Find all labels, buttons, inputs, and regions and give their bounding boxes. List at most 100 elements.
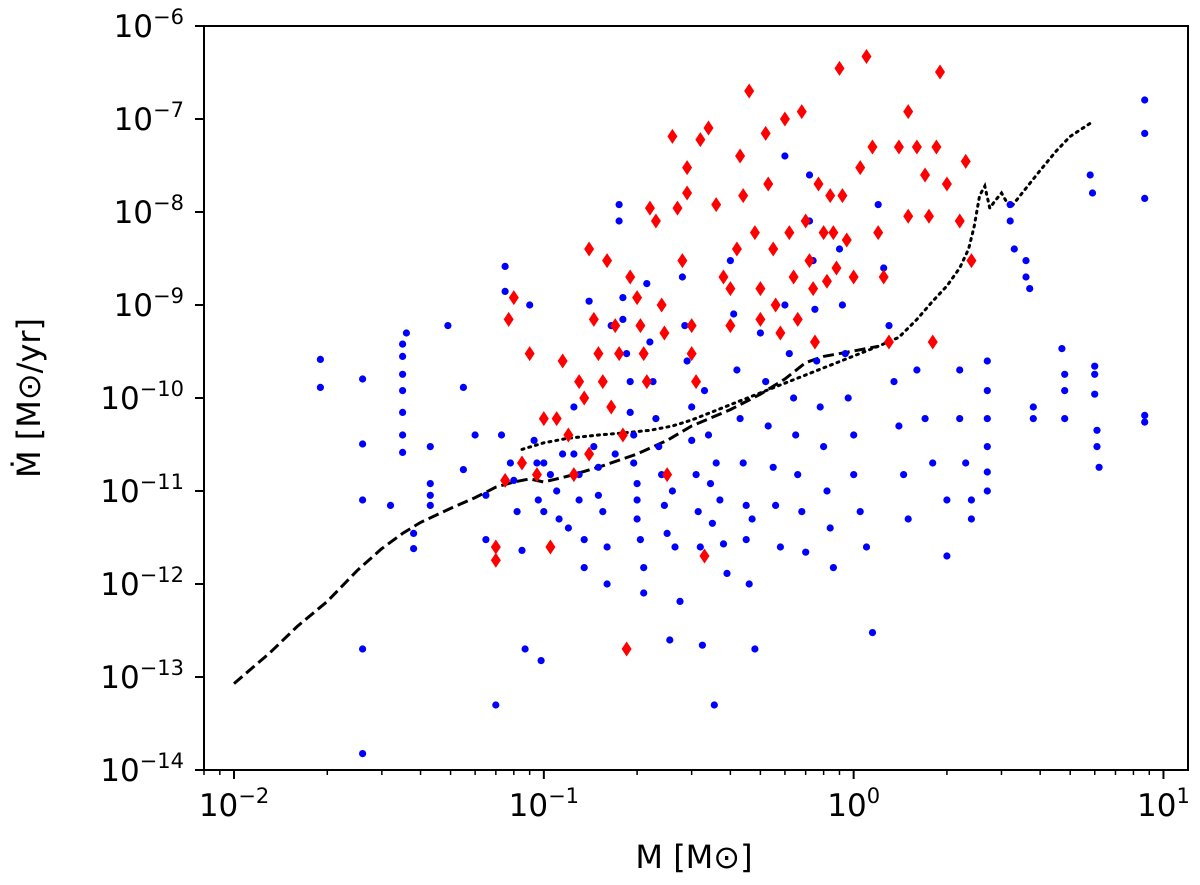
blue-point-83 <box>655 443 663 451</box>
red-diamond-65 <box>784 225 795 241</box>
blue-point-153 <box>874 201 882 209</box>
blue-point-139 <box>816 403 824 411</box>
blue-point-176 <box>1006 201 1014 209</box>
red-diamond-2 <box>500 472 511 488</box>
blue-point-72 <box>630 459 638 467</box>
blue-point-30 <box>492 701 500 709</box>
y-tick-label-5: 10−9 <box>114 284 184 324</box>
blue-point-79 <box>643 280 651 288</box>
blue-point-159 <box>904 515 912 523</box>
red-diamond-30 <box>638 346 649 362</box>
blue-point-55 <box>585 297 593 305</box>
blue-point-149 <box>850 471 858 479</box>
blue-point-89 <box>671 543 679 551</box>
blue-point-29 <box>501 287 509 295</box>
red-diamond-19 <box>593 346 604 362</box>
blue-point-11 <box>399 408 407 416</box>
blue-point-121 <box>762 378 770 386</box>
red-diamond-59 <box>760 125 771 141</box>
blue-point-167 <box>962 459 970 467</box>
red-diamond-7 <box>531 467 542 483</box>
y-tick-label-4: 10−10 <box>100 377 184 417</box>
y-tick-label-0: 10−14 <box>100 749 184 789</box>
red-diamond-56 <box>749 225 760 241</box>
blue-point-15 <box>386 501 395 509</box>
red-diamond-24 <box>614 346 625 362</box>
red-diamond-97 <box>935 64 946 80</box>
red-diamond-13 <box>568 467 579 483</box>
blue-point-130 <box>792 431 800 439</box>
red-diamond-86 <box>873 225 884 241</box>
blue-point-33 <box>510 476 518 484</box>
x-tick-label-1: 10−1 <box>509 784 579 824</box>
blue-point-61 <box>603 580 611 588</box>
blue-point-188 <box>1086 171 1094 179</box>
red-diamond-26 <box>621 641 632 657</box>
blue-point-165 <box>956 366 964 374</box>
blue-point-191 <box>1091 370 1099 378</box>
red-diamond-11 <box>557 353 568 369</box>
blue-point-138 <box>813 357 821 365</box>
red-diamond-63 <box>775 325 786 341</box>
red-diamond-83 <box>855 160 866 176</box>
blue-point-66 <box>619 294 627 302</box>
blue-point-2 <box>359 375 367 383</box>
blue-point-27 <box>482 536 490 544</box>
blue-point-197 <box>1141 129 1149 137</box>
blue-point-40 <box>534 496 542 504</box>
blue-point-182 <box>1029 403 1037 411</box>
blue-point-77 <box>640 564 648 572</box>
red-diamond-37 <box>667 128 678 144</box>
red-diamond-39 <box>677 253 688 269</box>
blue-point-104 <box>710 701 718 709</box>
y-tick-label-1: 10−13 <box>100 656 184 696</box>
red-diamond-62 <box>770 297 781 313</box>
blue-point-63 <box>611 450 619 458</box>
blue-point-168 <box>967 496 976 504</box>
blue-point-127 <box>781 152 789 160</box>
blue-point-133 <box>802 548 810 556</box>
blue-point-134 <box>805 171 814 179</box>
blue-point-49 <box>570 403 578 411</box>
blue-point-164 <box>943 552 951 560</box>
blue-point-144 <box>835 245 844 253</box>
blue-point-23 <box>459 383 467 391</box>
blue-point-193 <box>1093 426 1101 434</box>
red-diamond-18 <box>588 311 599 327</box>
blue-point-141 <box>823 487 831 495</box>
blue-point-14 <box>402 329 410 337</box>
blue-point-129 <box>790 394 798 402</box>
red-diamond-12 <box>563 427 574 443</box>
blue-point-157 <box>895 422 903 430</box>
red-diamond-9 <box>545 539 556 555</box>
red-diamond-54 <box>738 188 749 204</box>
blue-point-194 <box>1093 443 1101 451</box>
red-diamond-40 <box>682 160 693 176</box>
blue-point-4 <box>359 496 367 504</box>
blue-point-32 <box>506 459 514 467</box>
blue-point-70 <box>626 408 634 416</box>
blue-point-140 <box>820 443 828 451</box>
blue-point-46 <box>555 515 563 523</box>
blue-point-198 <box>1141 194 1149 202</box>
blue-point-42 <box>540 459 548 467</box>
red-diamond-46 <box>699 548 710 564</box>
red-diamond-44 <box>691 374 702 390</box>
blue-point-53 <box>580 536 588 544</box>
red-diamond-94 <box>923 208 934 224</box>
blue-point-76 <box>636 536 645 544</box>
blue-point-52 <box>575 496 583 504</box>
red-diamond-23 <box>610 318 621 334</box>
red-diamond-34 <box>656 297 667 313</box>
blue-point-48 <box>564 524 573 532</box>
blue-point-183 <box>1029 415 1037 423</box>
blue-point-186 <box>1061 387 1069 395</box>
blue-point-142 <box>826 524 834 532</box>
red-diamond-31 <box>641 374 652 390</box>
red-diamond-69 <box>800 213 811 229</box>
red-diamond-14 <box>574 374 585 390</box>
blue-point-101 <box>704 431 713 439</box>
blue-point-170 <box>983 357 991 365</box>
blue-point-19 <box>426 480 434 488</box>
red-diamond-33 <box>650 213 661 229</box>
